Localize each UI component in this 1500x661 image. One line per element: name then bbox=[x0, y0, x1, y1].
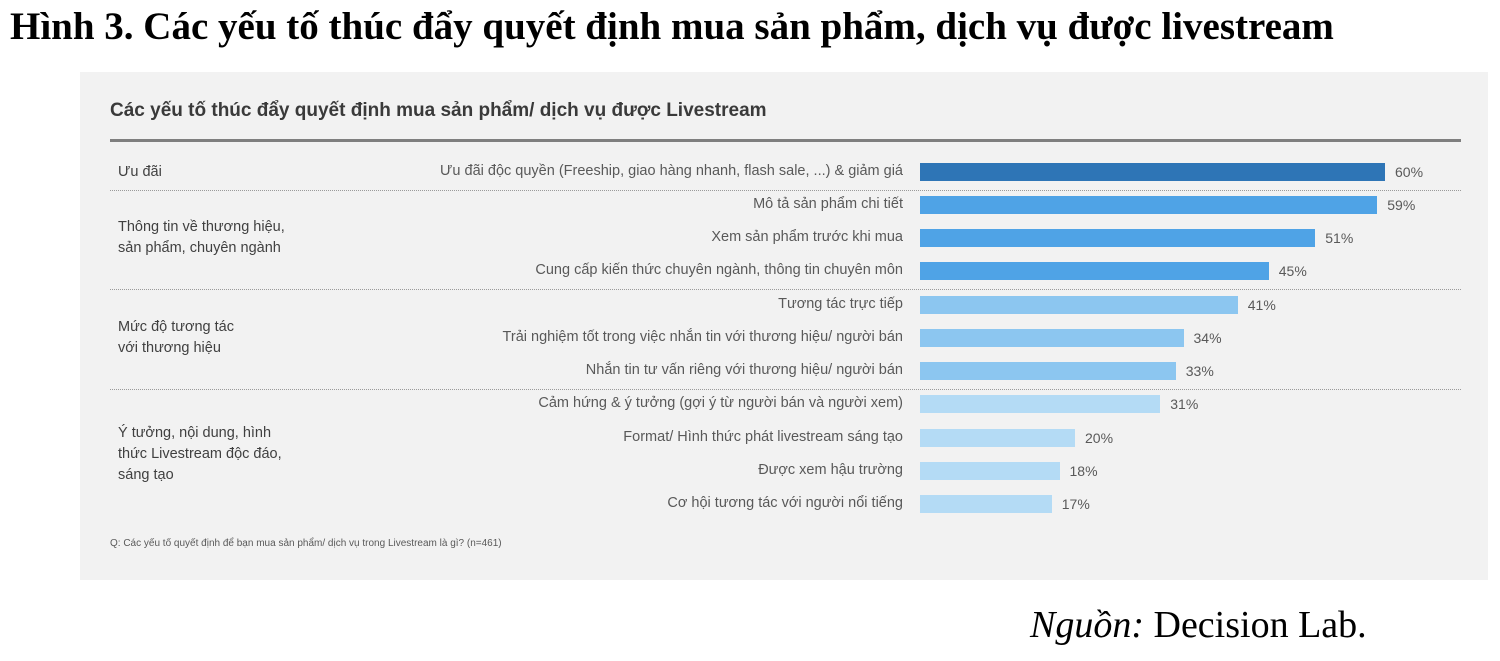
bar bbox=[920, 262, 1269, 280]
category-label: Nhắn tin tư vấn riêng với thương hiệu/ n… bbox=[585, 362, 903, 378]
category-label: Mô tả sản phẩm chi tiết bbox=[753, 196, 903, 212]
value-label: 45% bbox=[1278, 263, 1307, 279]
category-label: Tương tác trực tiếp bbox=[778, 296, 903, 312]
bar bbox=[920, 362, 1176, 380]
bar bbox=[920, 395, 1161, 413]
bar bbox=[920, 229, 1316, 247]
chart-panel: Các yếu tố thúc đẩy quyết định mua sản p… bbox=[80, 72, 1488, 580]
category-label: Ưu đãi độc quyền (Freeship, giao hàng nh… bbox=[440, 163, 903, 179]
chart-title: Các yếu tố thúc đẩy quyết định mua sản p… bbox=[110, 100, 767, 121]
group-label: Ý tưởng, nội dung, hình thức Livestream … bbox=[118, 425, 282, 483]
category-label: Cảm hứng & ý tưởng (gợi ý từ người bán v… bbox=[538, 395, 903, 411]
value-label: 17% bbox=[1061, 496, 1090, 512]
source-credit: Nguồn: Decision Lab. bbox=[1030, 603, 1367, 647]
source-label: Nguồn: bbox=[1030, 604, 1144, 646]
category-label: Format/ Hình thức phát livestream sáng t… bbox=[623, 429, 903, 445]
category-label: Xem sản phẩm trước khi mua bbox=[711, 229, 903, 245]
bar bbox=[920, 329, 1184, 347]
bar bbox=[920, 495, 1052, 513]
value-label: 33% bbox=[1185, 363, 1214, 379]
category-label: Trải nghiệm tốt trong việc nhắn tin với … bbox=[502, 329, 903, 345]
group-separator bbox=[110, 190, 1461, 191]
figure-title: Hình 3. Các yếu tố thúc đẩy quyết định m… bbox=[10, 5, 1334, 48]
group-label: Mức độ tương tác với thương hiệu bbox=[118, 319, 234, 356]
group-separator bbox=[110, 389, 1461, 390]
value-label: 60% bbox=[1395, 164, 1424, 180]
value-label: 41% bbox=[1247, 297, 1276, 313]
value-label: 20% bbox=[1085, 430, 1114, 446]
value-label: 34% bbox=[1193, 330, 1222, 346]
value-label: 18% bbox=[1069, 463, 1098, 479]
category-label: Cung cấp kiến thức chuyên ngành, thông t… bbox=[535, 262, 903, 278]
value-label: 59% bbox=[1387, 197, 1416, 213]
category-label: Cơ hội tương tác với người nổi tiếng bbox=[667, 495, 903, 511]
category-label: Được xem hậu trường bbox=[758, 462, 903, 478]
bar bbox=[920, 462, 1060, 480]
group-label: Thông tin về thương hiệu, sản phẩm, chuy… bbox=[118, 219, 285, 256]
title-divider bbox=[110, 139, 1461, 142]
source-text: Decision Lab. bbox=[1144, 604, 1367, 646]
footnote: Q: Các yếu tố quyết định để bạn mua sản … bbox=[110, 538, 502, 549]
group-separator bbox=[110, 289, 1461, 290]
bar bbox=[920, 163, 1385, 181]
bar bbox=[920, 196, 1378, 214]
value-label: 31% bbox=[1170, 396, 1199, 412]
value-label: 51% bbox=[1325, 230, 1354, 246]
bar bbox=[920, 296, 1238, 314]
bar bbox=[920, 429, 1075, 447]
group-label: Ưu đãi bbox=[118, 164, 162, 180]
